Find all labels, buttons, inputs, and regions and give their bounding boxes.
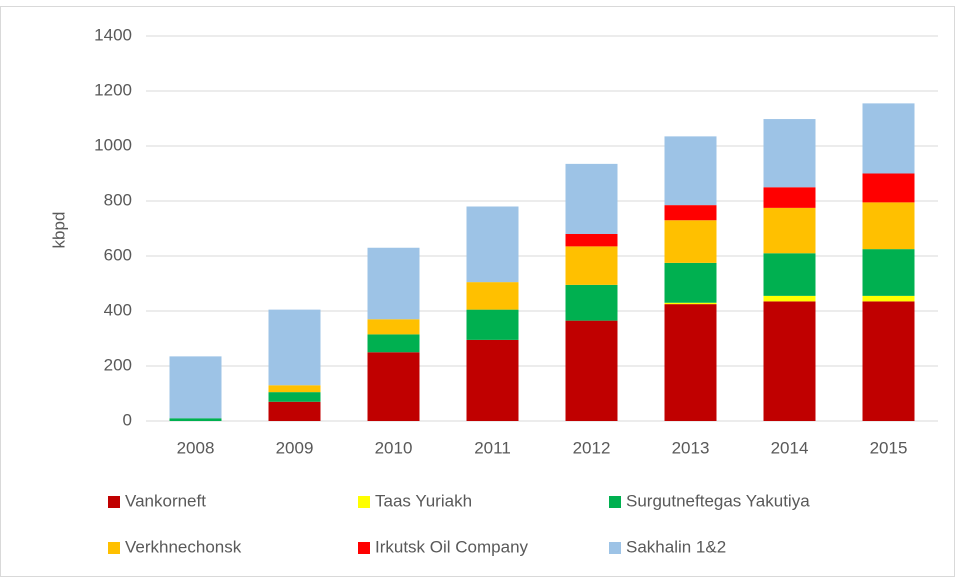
- bar-segment: [763, 253, 816, 296]
- bar-segment: [763, 187, 816, 208]
- bar-segment: [862, 103, 915, 174]
- bar-segment: [862, 301, 915, 421]
- bar-segment: [367, 247, 420, 320]
- y-tick-label: 600: [104, 245, 132, 264]
- bar-segment: [565, 234, 618, 247]
- bar-segment: [763, 207, 816, 254]
- bar-segment: [367, 352, 420, 421]
- legend-label: Irkutsk Oil Company: [375, 537, 529, 556]
- bar-segment: [565, 163, 618, 234]
- bar-segment: [664, 302, 717, 305]
- legend-swatch: [108, 542, 120, 554]
- x-tick-label: 2014: [771, 438, 809, 457]
- legend-swatch: [609, 542, 621, 554]
- bar-segment: [268, 309, 321, 386]
- bar-segment: [169, 356, 222, 419]
- bar-segment: [664, 136, 717, 206]
- bar-segment: [862, 202, 915, 250]
- bar-segment: [565, 246, 618, 285]
- chart-border: [0, 6, 955, 577]
- bar-segment: [466, 339, 519, 421]
- bar-segment: [268, 385, 321, 393]
- legend-label: Verkhnechonsk: [125, 537, 242, 556]
- bar-segment: [664, 205, 717, 221]
- x-tick-label: 2010: [375, 438, 413, 457]
- bar-segment: [763, 295, 816, 302]
- legend-label: Taas Yuriakh: [375, 491, 472, 510]
- legend-swatch: [358, 496, 370, 508]
- legend-label: Vankorneft: [125, 491, 206, 510]
- bar-segment: [664, 304, 717, 421]
- y-tick-label: 200: [104, 355, 132, 374]
- y-tick-label: 1400: [94, 25, 132, 44]
- bar-segment: [862, 249, 915, 296]
- legend-swatch: [609, 496, 621, 508]
- x-tick-label: 2009: [276, 438, 314, 457]
- legend-label: Sakhalin 1&2: [626, 537, 726, 556]
- y-tick-label: 1000: [94, 135, 132, 154]
- bar-segment: [763, 119, 816, 188]
- bar-segment: [169, 418, 222, 421]
- bar-segment: [565, 284, 618, 321]
- bar-segment: [862, 173, 915, 203]
- bar-segment: [664, 262, 717, 303]
- legend-swatch: [108, 496, 120, 508]
- bar-segment: [367, 334, 420, 353]
- x-tick-label: 2008: [177, 438, 215, 457]
- bar-segment: [565, 320, 618, 421]
- bar-segment: [763, 301, 816, 421]
- legend-label: Surgutneftegas Yakutiya: [626, 491, 810, 510]
- y-axis-label: kbpd: [49, 212, 68, 249]
- bar-segment: [367, 319, 420, 335]
- bar-segment: [466, 309, 519, 340]
- legend-swatch: [358, 542, 370, 554]
- x-tick-label: 2013: [672, 438, 710, 457]
- y-tick-label: 400: [104, 300, 132, 319]
- bar-segment: [466, 206, 519, 283]
- bar-segment: [862, 295, 915, 302]
- bar-segment: [664, 220, 717, 263]
- y-tick-label: 1200: [94, 80, 132, 99]
- x-tick-label: 2011: [474, 438, 511, 457]
- y-tick-label: 0: [123, 410, 132, 429]
- bar-segment: [268, 401, 321, 421]
- y-tick-label: 800: [104, 190, 132, 209]
- bar-segment: [268, 392, 321, 402]
- x-tick-label: 2012: [573, 438, 611, 457]
- bar-segment: [466, 282, 519, 310]
- x-tick-label: 2015: [870, 438, 908, 457]
